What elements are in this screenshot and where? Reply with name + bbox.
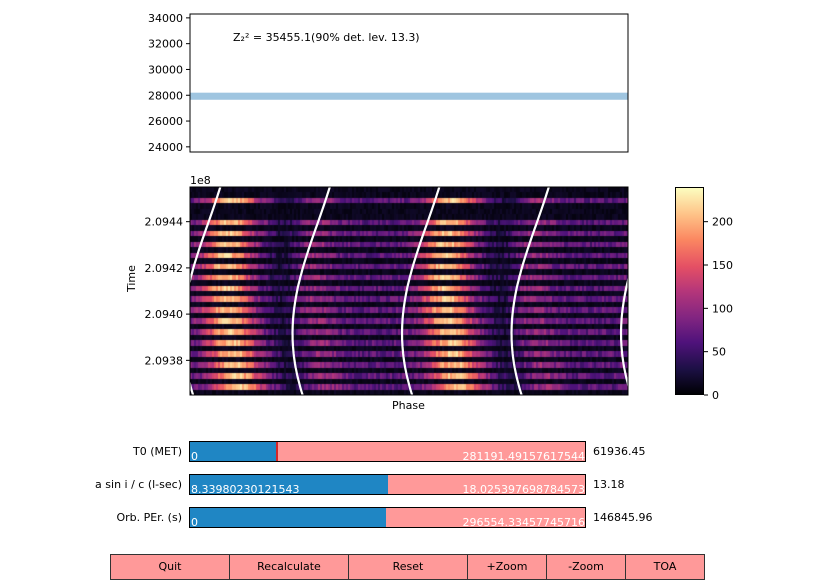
phaseogram-y-tick-label: 2.0944 — [145, 216, 184, 229]
profile-y-tick-label: 28000 — [148, 89, 183, 102]
threshold-band — [190, 92, 628, 100]
offset-label: 1e8 — [190, 174, 211, 187]
orbper-slider-fill — [190, 508, 386, 527]
orbper-label: Orb. PEr. (s) — [116, 511, 182, 524]
zoom-out-button[interactable]: -Zoom — [546, 554, 626, 580]
asini-label: a sin i / c (l-sec) — [95, 478, 182, 491]
t0-max: 281191.49157617544 — [462, 450, 585, 463]
t0-slider-handle[interactable] — [276, 442, 278, 461]
colorbar-gradient — [675, 187, 704, 395]
t0-slider-fill — [190, 442, 277, 461]
orbper-slider[interactable]: 0 296554.33457745716 — [189, 507, 586, 529]
x-axis-label: Phase — [392, 399, 425, 412]
t0-value: 61936.45 — [593, 445, 646, 458]
phaseogram-y-tick-label: 2.0940 — [145, 308, 184, 321]
profile-y-ticks: 34000 32000 30000 28000 26000 24000 — [148, 12, 190, 154]
profile-y-tick-label: 32000 — [148, 38, 183, 51]
t0-slider[interactable]: 0 281191.49157617544 — [189, 441, 586, 463]
asini-slider-fill — [190, 475, 388, 494]
asini-slider[interactable]: 8.33980230121543 18.025397698784573 — [189, 474, 586, 496]
orbper-value: 146845.96 — [593, 511, 653, 524]
phaseogram-canvas[interactable] — [190, 187, 628, 395]
profile-svg: 34000 32000 30000 28000 26000 24000 — [0, 0, 629, 154]
asini-max: 18.025397698784573 — [462, 483, 585, 496]
toa-button[interactable]: TOA — [625, 554, 705, 580]
phaseogram-y-tick-label: 2.0942 — [145, 262, 184, 275]
asini-min: 8.33980230121543 — [191, 483, 300, 496]
orbper-min: 0 — [191, 516, 198, 529]
phaseogram-y-ticks: 2.0944 2.0942 2.0940 2.0938 — [145, 216, 190, 367]
colorbar-tick-label: 0 — [712, 389, 719, 402]
profile-y-tick-label: 30000 — [148, 63, 183, 76]
z2-annotation: Z₂² = 35455.1(90% det. lev. 13.3) — [233, 31, 420, 44]
orbper-max: 296554.33457745716 — [462, 516, 585, 529]
colorbar-tick-label: 100 — [712, 302, 733, 315]
zoom-in-button[interactable]: +Zoom — [467, 554, 547, 580]
profile-frame — [189, 13, 629, 153]
colorbar-tick-label: 200 — [712, 216, 733, 229]
y-axis-label: Time — [125, 265, 138, 292]
recalculate-button[interactable]: Recalculate — [229, 554, 349, 580]
profile-y-tick-label: 24000 — [148, 141, 183, 154]
asini-value: 13.18 — [593, 478, 625, 491]
profile-y-tick-label: 26000 — [148, 115, 183, 128]
phase-model-curve — [74, 187, 111, 395]
t0-min: 0 — [191, 450, 198, 463]
colorbar-tick-label: 50 — [712, 346, 726, 359]
colorbar-tick-label: 150 — [712, 259, 733, 272]
t0-label: T0 (MET) — [133, 445, 182, 458]
profile-y-tick-label: 34000 — [148, 12, 183, 25]
reset-button[interactable]: Reset — [348, 554, 468, 580]
phaseogram-y-tick-label: 2.0938 — [145, 354, 184, 367]
quit-button[interactable]: Quit — [110, 554, 230, 580]
